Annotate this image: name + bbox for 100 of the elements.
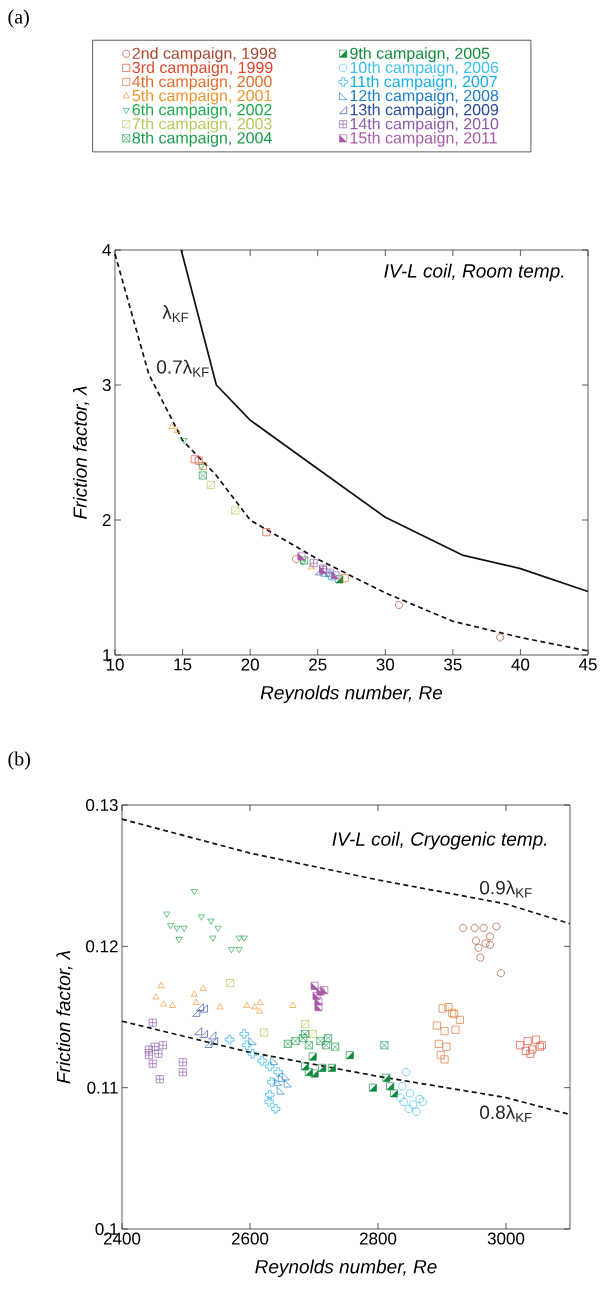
x-tick-label: 35 (444, 658, 462, 671)
legend-label: 14th campaign, 2010 (350, 117, 499, 133)
point (309, 559, 318, 568)
point (526, 1049, 535, 1058)
point (278, 1073, 286, 1082)
annotation: IV-L coil, Room temp. (384, 263, 564, 282)
point (257, 1056, 267, 1066)
x-tick-label: 45 (578, 658, 597, 671)
legend-label: 6th campaign, 2002 (132, 103, 272, 119)
point (476, 953, 485, 962)
point (190, 889, 198, 896)
point (178, 1058, 187, 1067)
point (299, 1034, 308, 1043)
y-tick-label: 0.11 (87, 1081, 118, 1094)
point (496, 633, 505, 642)
x-tick-label: 15 (174, 658, 192, 671)
point (199, 1004, 208, 1013)
point (283, 1039, 292, 1048)
point (247, 1049, 258, 1059)
point (251, 1003, 258, 1010)
point (168, 422, 176, 429)
point (227, 947, 235, 954)
point (436, 1051, 445, 1060)
point (307, 563, 315, 570)
point (409, 1100, 418, 1109)
point (196, 1003, 205, 1012)
point (404, 1104, 413, 1113)
point (438, 1004, 447, 1013)
point (198, 471, 207, 480)
point (304, 1041, 313, 1050)
point (265, 1090, 275, 1100)
chart-title: (a) (8, 9, 29, 28)
point (274, 1078, 283, 1086)
point (442, 1042, 451, 1051)
point (396, 1093, 405, 1102)
point (148, 1059, 157, 1068)
series-label: λ$_{KF}$ (162, 305, 189, 322)
point (157, 981, 165, 989)
x-tick-label: 40 (511, 658, 530, 671)
point (486, 941, 494, 949)
point (451, 1025, 460, 1034)
point (148, 1018, 157, 1027)
series-label: 0.8λ$_{KF}$ (480, 1105, 532, 1123)
point (152, 993, 160, 1000)
point (167, 923, 175, 930)
point (192, 998, 200, 1005)
x-tick-label: 3000 (487, 1232, 525, 1245)
point (528, 1045, 537, 1054)
point (194, 456, 203, 465)
point (231, 506, 240, 515)
point (239, 1029, 249, 1039)
x-tick-label: 25 (309, 658, 327, 671)
point (398, 1082, 407, 1091)
legend-label: 7th campaign, 2003 (132, 117, 272, 133)
point (276, 1086, 285, 1095)
point (380, 1041, 389, 1050)
point (440, 1027, 449, 1036)
line-series (121, 818, 571, 925)
point (226, 979, 235, 988)
point (292, 555, 301, 564)
point (308, 1030, 317, 1038)
y-tick-label: 0.13 (86, 798, 118, 812)
point (194, 1027, 203, 1036)
point (155, 1075, 164, 1084)
point (243, 1001, 251, 1008)
point (256, 998, 264, 1005)
point (207, 918, 215, 925)
point (516, 1041, 525, 1050)
point (532, 1035, 540, 1044)
point (521, 1047, 530, 1055)
point (256, 1007, 264, 1014)
point (169, 1001, 177, 1008)
series-label: 0.9λ$_{KF}$ (480, 880, 532, 898)
point (470, 924, 479, 932)
y-tick-label: 4 (102, 244, 111, 256)
point (324, 1034, 333, 1043)
point (471, 936, 480, 945)
annotation: IV-L coil, Cryogenic temp. (332, 831, 547, 850)
point (242, 1040, 252, 1050)
point (301, 1020, 309, 1028)
point (190, 455, 199, 464)
point (248, 1037, 257, 1045)
point (289, 1001, 297, 1008)
series-label: 0.7λ$_{KF}$ (157, 359, 209, 377)
point (434, 1039, 443, 1048)
point (204, 1039, 213, 1048)
point (264, 1097, 274, 1107)
x-tick-label: 2800 (359, 1232, 397, 1245)
point (415, 1095, 424, 1103)
point (402, 1068, 411, 1077)
point (406, 1089, 414, 1098)
x-tick-label: 20 (241, 658, 259, 671)
point (270, 1056, 279, 1065)
point (265, 1061, 275, 1072)
x-tick-label: 30 (376, 658, 395, 671)
x-axis-title: Reynolds number, Re (255, 1259, 437, 1278)
y-tick-label: 3 (102, 378, 111, 392)
point (523, 1037, 532, 1045)
point (281, 1072, 290, 1081)
point (399, 1097, 408, 1106)
